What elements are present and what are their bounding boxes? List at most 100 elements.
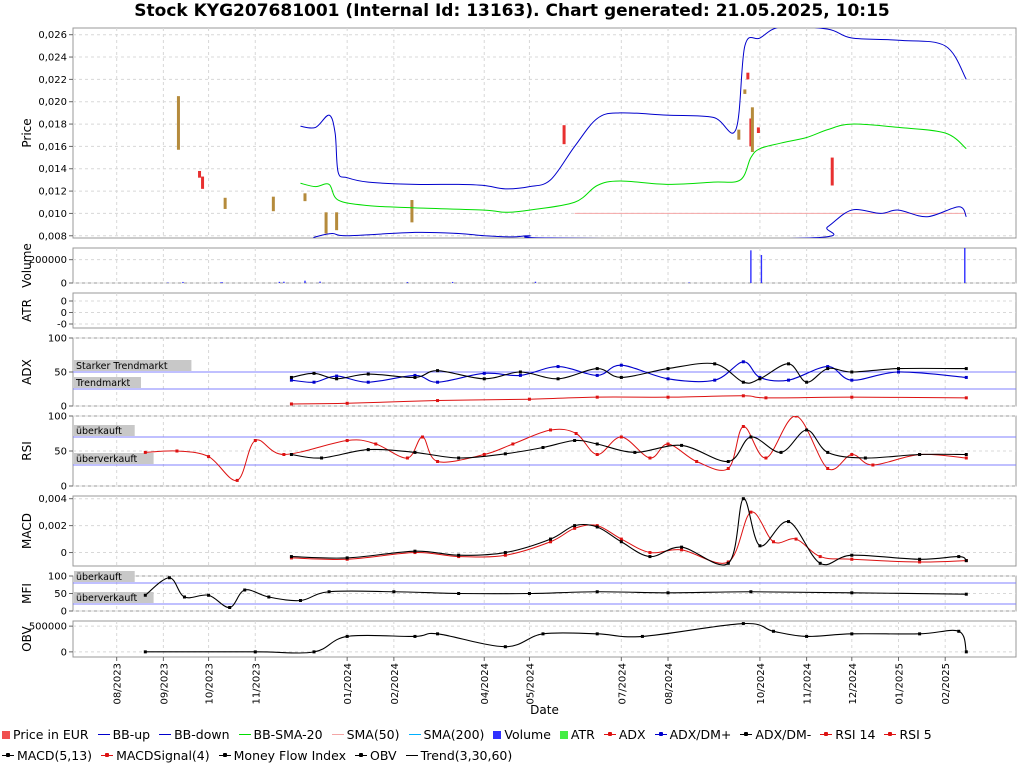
legend-swatch [740,732,753,736]
macd-line-point [573,524,577,528]
chart-canvas: 0,008 0,010 0,012 0,014 0,016 0,018 0,020 0,022… [20,27,1017,717]
dm-plus-line-point [666,377,670,381]
rsi14-line-group [289,428,968,463]
dm-plus-line-point [366,380,370,384]
mfi-line-point [167,576,171,580]
macd-signal-line-point [918,560,922,564]
rsi14-line-point [413,450,417,454]
dm-plus-line-point [787,378,791,382]
dm-plus-line-point [556,365,560,369]
obv-line-point [964,650,968,654]
dm-minus-line-point [850,370,854,374]
volume-bar [964,248,966,283]
price-candle [746,72,750,80]
y-axis-label-atr: ATR [20,299,34,322]
dm-plus-line-group [289,360,968,384]
obv-line-point [541,632,545,636]
dm-minus-line-point [666,367,670,371]
legend-item: RSI 14 [820,724,875,745]
bb-down-line-group [313,206,967,238]
y-axis-label-rsi: RSI [20,441,34,461]
mfi-line-point [267,595,271,599]
dm-plus-line-point [312,380,316,384]
price-candle [176,96,180,150]
mfi-line-point [964,592,968,596]
adx-line-group [289,394,968,406]
rsi5-line-point [741,425,745,428]
mfi-line-point [595,590,599,594]
bb-sma20-line [300,123,967,213]
macd-signal-line-point [818,555,822,559]
dm-plus-line-point [413,373,417,377]
panel-frame-obv [72,620,1017,658]
volume-series [167,248,966,283]
rsi14-line-point [964,453,968,456]
macd-signal-line-point [771,540,775,544]
dm-minus-line-point [619,375,623,379]
rsi5-line-point [143,450,147,454]
rsi5-line-point [648,456,652,460]
price-candle [410,200,414,223]
legend-swatch [238,734,251,735]
price-candle [335,212,339,231]
y-tick-label: 0,024 [38,53,67,64]
x-tick-label: 08/2023 [113,663,124,705]
y-tick-label: -0 [57,320,67,331]
legend-swatch [2,753,14,757]
rsi5-line-point [574,432,578,435]
x-axis-label: Date [530,703,559,717]
y-tick-label: 0 [61,482,67,493]
rsi5-line-point [794,416,798,418]
y-tick-label: 0 [61,647,67,658]
legend-swatch [654,732,667,736]
volume-bar [451,281,454,283]
legend-item: BB-SMA-20 [238,724,323,745]
rsi14-line-point [805,428,809,432]
macd-line-point [549,537,553,541]
price-candle [198,170,202,178]
legend-swatch [97,734,110,735]
y-tick-label: 0,008 [38,231,67,242]
y-tick-label: 200000 [29,255,67,266]
legend-label: ATR [570,727,595,742]
legend-swatch [559,731,568,739]
price-candle [562,125,566,145]
dm-minus-line-point [436,369,440,373]
x-tick-label: 11/2024 [803,663,814,705]
legend-label: BB-SMA-20 [253,727,323,742]
rsi5-line-point [964,456,968,460]
dm-minus-line-point [289,375,293,379]
rsi5-line-point [436,460,440,463]
x-tick-label: 10/2023 [205,663,216,705]
x-tick-label: 10/2024 [756,663,767,705]
macd-line-point [787,520,791,524]
rsi5-line-point [549,428,553,432]
rsi5-line-point [764,456,768,460]
adx-line-point [666,395,670,399]
adx-line-point [595,395,599,399]
rsi5-line-point [207,455,211,459]
dm-minus-line-point [826,367,830,371]
rsi14-line-point [749,435,753,439]
mfi-line-point [243,588,247,592]
mfi-line-point [182,595,186,599]
legend-item: MACD(5,13) [2,745,92,766]
x-tick-label: 07/2024 [617,663,628,705]
y-tick-label: 0 [61,548,67,559]
mfi-line-point [392,590,396,594]
legend-item: Volume [493,724,551,745]
rsi5-line-point [850,453,854,456]
volume-bar [304,280,306,283]
price-candle [324,212,328,234]
legend-item: MACDSignal(4) [101,745,210,766]
y-tick-label: 0 [61,297,67,308]
dm-plus-line-point [850,378,854,382]
volume-bar [278,281,281,283]
bb-sma20-line-group [300,123,967,213]
adx-line-point [741,394,745,398]
legend-item: SMA(200) [408,724,484,745]
y-axis-label-macd: MACD [20,513,34,549]
adx-line-point [764,396,768,400]
macd-line-point [457,553,461,557]
legend-label: Money Flow Index [233,748,346,763]
